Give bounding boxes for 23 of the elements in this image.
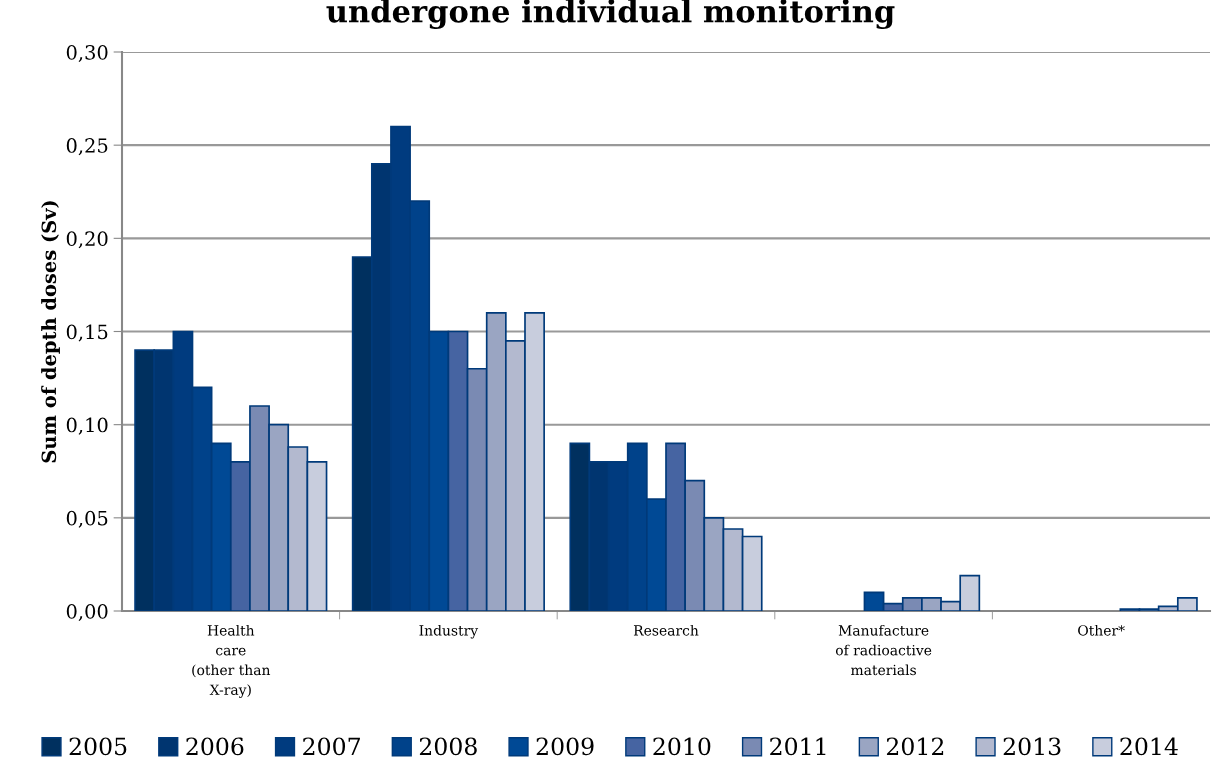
legend-label: 2010: [653, 737, 711, 756]
legend-label: 2009: [536, 737, 594, 756]
x-tick-label: Industry: [419, 624, 479, 639]
x-tick-label: Other*: [1078, 624, 1125, 636]
legend-label: 2008: [419, 737, 477, 756]
legend-label: 2005: [69, 737, 127, 756]
y-tick-label: 0,15: [66, 324, 108, 342]
y-tick-label: 0,25: [66, 138, 108, 156]
x-tick-label: Manufacture of radioactive materials: [835, 624, 932, 676]
y-tick-label: 0,00: [66, 603, 108, 622]
y-tick-label: 0,20: [66, 231, 108, 249]
legend-label: 2007: [303, 737, 360, 756]
y-tick-label: 0,30: [66, 44, 108, 63]
x-tick-label: Research: [633, 624, 699, 636]
y-axis-title: Sum of depth doses (Sv): [41, 201, 60, 463]
legend-label: 2006: [186, 737, 244, 756]
legend-label: 2013: [1003, 737, 1061, 756]
y-tick-label: 0,10: [66, 417, 108, 435]
legend-label: 2011: [770, 737, 826, 756]
legend-label: 2012: [886, 737, 944, 756]
x-tick-label: Health care (other than X-ray): [192, 624, 271, 698]
legend-label: 2014: [1120, 737, 1178, 756]
y-tick-label: 0,05: [66, 510, 108, 528]
